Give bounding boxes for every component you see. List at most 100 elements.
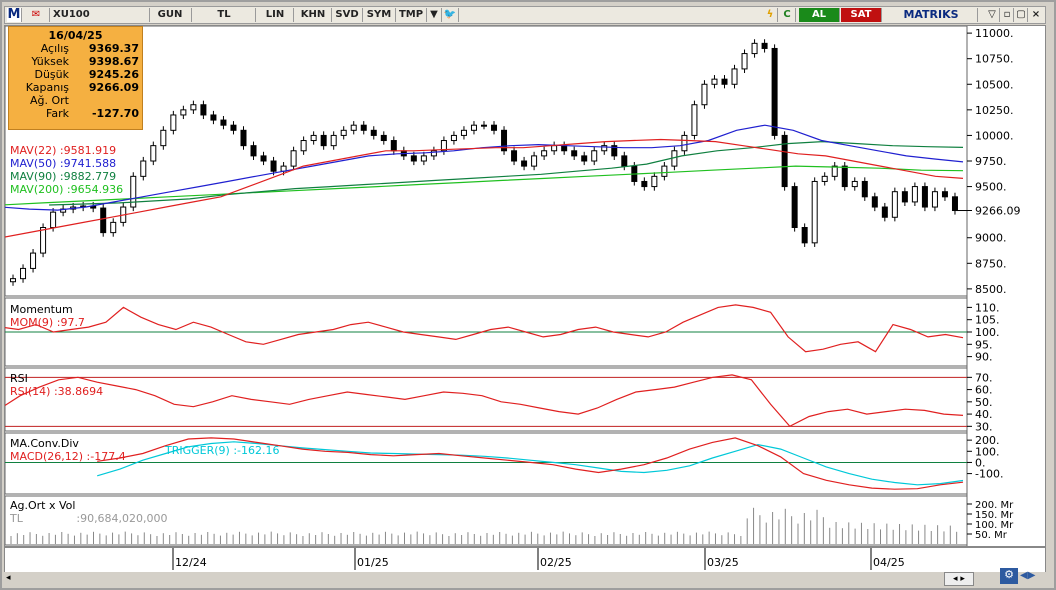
legend-label: TL [10, 512, 23, 525]
period-button[interactable]: GUN [149, 8, 192, 22]
candle-body [901, 191, 908, 203]
refresh-button[interactable]: C [779, 8, 796, 22]
legend-mav50: MAV(50) :9741.588 [10, 157, 123, 170]
vol-tick-label: 150. Mr [975, 510, 1014, 521]
buy-button[interactable]: AL [799, 8, 840, 22]
legend-value: :97.7 [56, 316, 85, 329]
lightning-icon[interactable]: ϟ [763, 8, 778, 22]
chevron-down-icon[interactable]: ▽ [985, 8, 1000, 22]
twitter-icon[interactable]: 🐦 [442, 8, 459, 22]
info-value: 9245.26 [88, 68, 139, 81]
mom-tick-label: 105. [975, 314, 1000, 327]
panel-border [4, 25, 968, 297]
candle-body [480, 124, 487, 127]
info-row-close: Kapanış 9266.09 [9, 81, 142, 94]
settings-icon[interactable]: ⚙ [1000, 568, 1018, 584]
candle-body [551, 145, 558, 152]
legend-label: RSI(14) [10, 385, 51, 398]
legend-value: :9581.919 [59, 144, 117, 157]
sym-button[interactable]: SYM [363, 8, 396, 22]
candle-body [531, 155, 538, 167]
candle-body [701, 83, 708, 106]
legend-label: MAV(50) [10, 157, 57, 170]
price-tick-label: 10250. [975, 104, 1014, 117]
info-value: -127.70 [91, 107, 139, 120]
candle-body [460, 129, 467, 136]
trigger-legend: TRIGGER(9) :-162.16 [165, 444, 280, 457]
legend-label: MOM(9) [10, 316, 54, 329]
currency-button[interactable]: TL [193, 8, 256, 22]
khn-button[interactable]: KHN [295, 8, 332, 22]
candle-body [881, 206, 888, 218]
macd-line [97, 437, 964, 490]
candle-body [390, 140, 397, 152]
candle-body [250, 145, 257, 157]
x-axis: 12/24 01/25 02/25 03/25 04/25 [4, 547, 1046, 575]
candle-body [541, 150, 548, 157]
chart-area[interactable]: 11000. 10750. 10500. 10250. 10000. 9750. 9500.… [0, 25, 1046, 547]
minimize-icon[interactable]: ▫ [1001, 8, 1014, 22]
sell-button[interactable]: SAT [841, 8, 882, 22]
chart-type-icon[interactable]: ✉ [23, 8, 50, 22]
legend-value: :38.8694 [53, 385, 104, 398]
legend-value: :-162.16 [233, 444, 280, 457]
price-tick-label: 10000. [975, 129, 1014, 142]
candle-body [751, 42, 758, 55]
info-label: Düşük [34, 68, 69, 81]
restore-icon[interactable]: ▢ [1015, 8, 1028, 22]
price-tick-label: 9000. [975, 232, 1007, 245]
momentum-title: Momentum [10, 303, 73, 316]
candle-body [340, 129, 347, 136]
scroll-right-icon[interactable]: ◂ ▸ [944, 572, 974, 586]
dropdown-arrow-icon[interactable]: ▼ [427, 8, 442, 22]
legend-value: :-177.4 [86, 450, 126, 463]
macd-tick-label: 200. [975, 434, 1000, 447]
rsi-tick-label: 70. [975, 371, 993, 384]
chart-svg[interactable]: 11000. 10750. 10500. 10250. 10000. 9750. 9500.… [0, 25, 1045, 546]
candle-body [470, 124, 477, 131]
x-axis-svg: 12/24 01/25 02/25 03/25 04/25 [172, 548, 905, 570]
arrows-icon[interactable]: ◀▶ [1020, 570, 1036, 581]
candle-body [821, 175, 828, 182]
candle-body [621, 155, 628, 167]
vol-tick-label: 50. Mr [975, 530, 1008, 541]
mom-tick-label: 90. [975, 351, 993, 364]
candle-body [150, 145, 157, 162]
symbol-field[interactable]: XU100 [51, 8, 150, 22]
candle-body [130, 175, 137, 208]
rsi-line [0, 374, 964, 428]
candle-body [10, 278, 17, 283]
candle-body [871, 196, 878, 208]
price-tick-label: 10500. [975, 78, 1014, 91]
tmp-button[interactable]: TMP [396, 8, 427, 22]
candle-body [781, 134, 788, 188]
candle-body [661, 165, 668, 177]
legend-mav22: MAV(22) :9581.919 [10, 144, 123, 157]
lin-button[interactable]: LIN [257, 8, 294, 22]
legend-value: :9741.588 [59, 157, 117, 170]
macd-tick-label: -100. [975, 468, 1003, 481]
candle-body [851, 180, 858, 188]
legend-value: :9654.936 [66, 183, 124, 196]
close-icon[interactable]: × [1031, 9, 1041, 20]
info-row-diff: Fark -127.70 [9, 107, 142, 120]
rsi-title: RSI [10, 372, 28, 385]
matriks-brand: MATRIKS [885, 8, 978, 22]
candle-body [170, 114, 177, 131]
scroll-left-icon[interactable]: ◂ [6, 573, 11, 583]
bottom-scrollbar[interactable]: ◂ ◂ ▸ ⚙ ◀▶ [4, 568, 1046, 586]
candle-body [801, 227, 808, 244]
candle-body [370, 129, 377, 136]
legend-value: :90,684,020,000 [76, 512, 168, 525]
price-tick-label: 8750. [975, 257, 1007, 270]
candle-body [931, 191, 938, 208]
svd-button[interactable]: SVD [332, 8, 363, 22]
rsi-legend: RSI(14) :38.8694 [10, 385, 103, 398]
price-tick-label: 9266.09 [975, 205, 1021, 218]
rsi-tick-label: 30. [975, 420, 993, 433]
price-tick-label: 9500. [975, 181, 1007, 194]
candle-body [841, 165, 848, 188]
ohlc-info-box: 16/04/25 Açılış 9369.37 Yüksek 9398.67 Düş… [8, 26, 143, 130]
candle-body [831, 165, 838, 177]
candle-body [731, 68, 738, 85]
